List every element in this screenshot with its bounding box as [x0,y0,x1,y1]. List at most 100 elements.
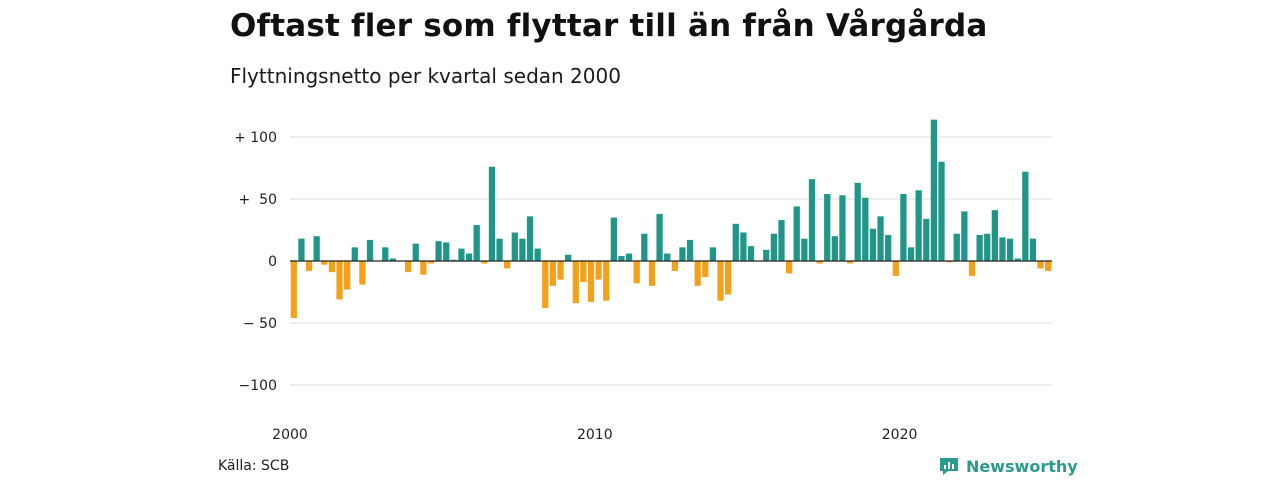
chart-bar [298,238,305,261]
chart-bar [557,261,564,280]
chart-bar [976,234,983,261]
chart-bar [382,247,389,261]
chart-bar [694,261,701,286]
chart-bar [458,248,465,261]
chart-bar [671,261,678,271]
chart-bar [587,261,595,302]
chart-bar [328,261,336,273]
chart-bar [1037,261,1044,269]
chart-bar [641,233,648,261]
chart-bar [542,261,549,309]
chart-bar [831,236,838,261]
chart-bar [648,261,656,286]
chart-bar [923,218,930,261]
y-tick-label: −100 [239,378,277,394]
chart-bar [763,249,770,261]
chart-bar [496,238,503,261]
chart-bar [885,234,892,261]
chart-bar [534,248,541,261]
chart-bar [580,261,587,283]
chart-bar [1006,238,1014,261]
grid-lines [290,136,1052,386]
chart-bar [984,233,991,261]
chart-bar [603,261,610,301]
chart-bar [389,258,396,261]
chart-bar [862,197,869,261]
chart-bar [846,261,854,264]
chart-bar [565,254,572,261]
chart-bar [412,243,419,261]
chart-bar [481,261,488,264]
chart-bar [793,206,800,261]
chart-bar [610,217,617,261]
chart-bar [770,233,777,261]
chart-bar [465,253,473,261]
chart-bar [595,261,602,280]
chart-bar [1045,261,1052,271]
chart-bar [953,233,960,261]
chart-bar [359,261,366,285]
chart-bar [473,225,480,261]
chart-bar [321,261,328,265]
chart-bar [740,232,747,261]
chart-bar [725,261,732,295]
chart-bar [656,213,663,261]
chart-bar [427,261,435,264]
chart-bar [778,220,785,261]
chart-bar [747,246,755,261]
chart-bar [839,195,846,261]
chart-bar [1022,171,1029,261]
chart-bar [732,223,739,261]
chart-bar [572,261,579,304]
chart-bar [816,261,823,264]
x-tick-label: 2020 [882,427,918,443]
chart-bar [968,261,976,276]
chart-bar [305,261,313,271]
y-tick-label: 0 [268,254,277,270]
brand-logo[interactable]: Newsworthy [938,455,1078,477]
chart-bar [717,261,724,301]
chart-bar [1014,258,1021,261]
chart-bar [892,261,899,276]
chart-bar [336,261,343,300]
bars [290,119,1052,319]
x-tick-label: 2010 [577,427,613,443]
chart-bar [443,242,450,261]
y-tick-label: + 50 [239,192,277,208]
chart-bar [450,259,457,261]
chart-subtitle: Flyttningsnetto per kvartal sedan 2000 [230,64,621,88]
chart-bar [938,161,945,261]
chart-bar [999,237,1006,261]
chart-bar [313,236,320,261]
chart-bar [351,247,358,261]
chart-bar [991,210,998,261]
chart-bar [709,247,717,261]
chart-bar [504,261,511,269]
chart-bar [664,253,671,261]
chart-title: Oftast fler som flyttar till än från Vår… [230,8,988,44]
source-note: Källa: SCB [218,458,290,474]
y-tick-label: + 100 [234,130,277,146]
chart-bar [702,261,709,278]
chart-bar [618,256,625,261]
chart-bar [290,261,297,319]
chart-bar [420,261,427,275]
chart-bar [511,232,518,261]
chart-bar [869,228,877,261]
chart-bar [824,194,831,261]
chart-bar [1029,238,1037,261]
chart-bar [686,239,694,261]
chart-bar [488,166,496,261]
chart-bar [625,253,633,261]
chart-bar [801,238,808,261]
newsworthy-logo-icon [940,458,958,475]
chart-bar [930,119,938,261]
chart-bar [900,194,907,261]
x-tick-label: 2000 [272,427,308,443]
chart-bar [946,261,953,263]
brand-name: Newsworthy [966,456,1078,476]
chart-bar [366,239,374,261]
chart-bar [679,247,686,261]
chart-bar [961,211,968,261]
